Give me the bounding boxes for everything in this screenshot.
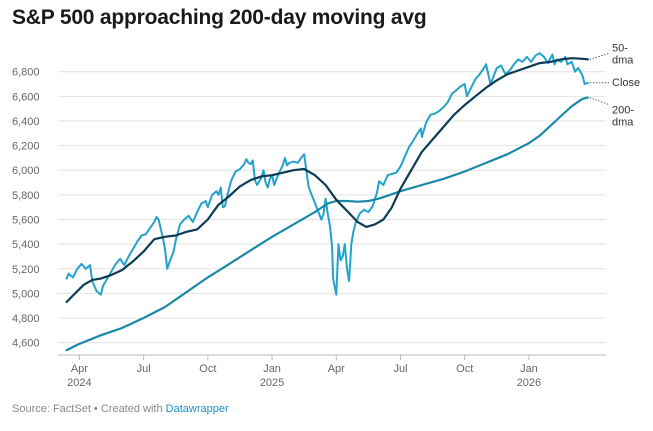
- y-tick-label: 5,800: [12, 190, 40, 202]
- datawrapper-link[interactable]: Datawrapper: [165, 403, 229, 415]
- series-end-label: Close: [612, 77, 640, 89]
- series-end-label: 200-: [612, 105, 634, 117]
- y-tick-label: 6,400: [12, 116, 40, 128]
- y-tick-label: 5,600: [12, 215, 40, 227]
- x-tick-label: Jan: [263, 363, 281, 375]
- gridlines: [58, 71, 606, 344]
- x-axis: Apr 2024 Jul Oct Jan 2025 Apr Jul Oct Jan 2026: [58, 354, 606, 389]
- y-tick-label: 6,800: [12, 67, 40, 79]
- series-lines: [65, 52, 589, 352]
- x-tick-label: Oct: [199, 363, 216, 375]
- y-tick-label: 5,400: [12, 239, 40, 251]
- source-text: Source: FactSet: [12, 403, 91, 415]
- x-tick-label: Jul: [393, 363, 407, 375]
- y-tick-label: 4,600: [12, 338, 40, 350]
- series-end-label: dma: [612, 117, 634, 129]
- y-tick-label: 6,600: [12, 91, 40, 103]
- y-tick-label: 5,000: [12, 288, 40, 300]
- label-leader: [589, 53, 610, 60]
- y-tick-label: 5,200: [12, 264, 40, 276]
- series-end-label: 50-: [612, 42, 628, 54]
- x-tick-label: Apr: [328, 363, 345, 375]
- y-tick-label: 6,000: [12, 165, 40, 177]
- line-chart: 4,600 4,800 5,000 5,200 5,400 5,600 5,800 6,000…: [12, 42, 640, 389]
- series-end-label: dma: [612, 54, 634, 66]
- x-tick-year-label: 2026: [517, 377, 541, 389]
- series-50-dma-line: [65, 57, 589, 304]
- x-tick-label: Apr: [71, 363, 88, 375]
- x-tick-year-label: 2025: [260, 377, 284, 389]
- label-leader: [589, 97, 610, 105]
- footer: Source: FactSet • Created with Datawrapp…: [12, 403, 229, 415]
- credit-separator: • Created with: [90, 403, 166, 415]
- y-tick-label: 6,200: [12, 141, 40, 153]
- x-tick-label: Jan: [520, 363, 538, 375]
- series-200-dma-line: [65, 96, 589, 352]
- x-tick-label: Jul: [137, 363, 151, 375]
- x-tick-year-label: 2024: [67, 377, 91, 389]
- series-close-line: [65, 52, 589, 296]
- chart-title: S&P 500 approaching 200-day moving avg: [12, 6, 427, 29]
- x-tick-label: Oct: [456, 363, 473, 375]
- y-tick-label: 4,800: [12, 313, 40, 325]
- y-axis: 4,600 4,800 5,000 5,200 5,400 5,600 5,800 6,000…: [12, 67, 40, 350]
